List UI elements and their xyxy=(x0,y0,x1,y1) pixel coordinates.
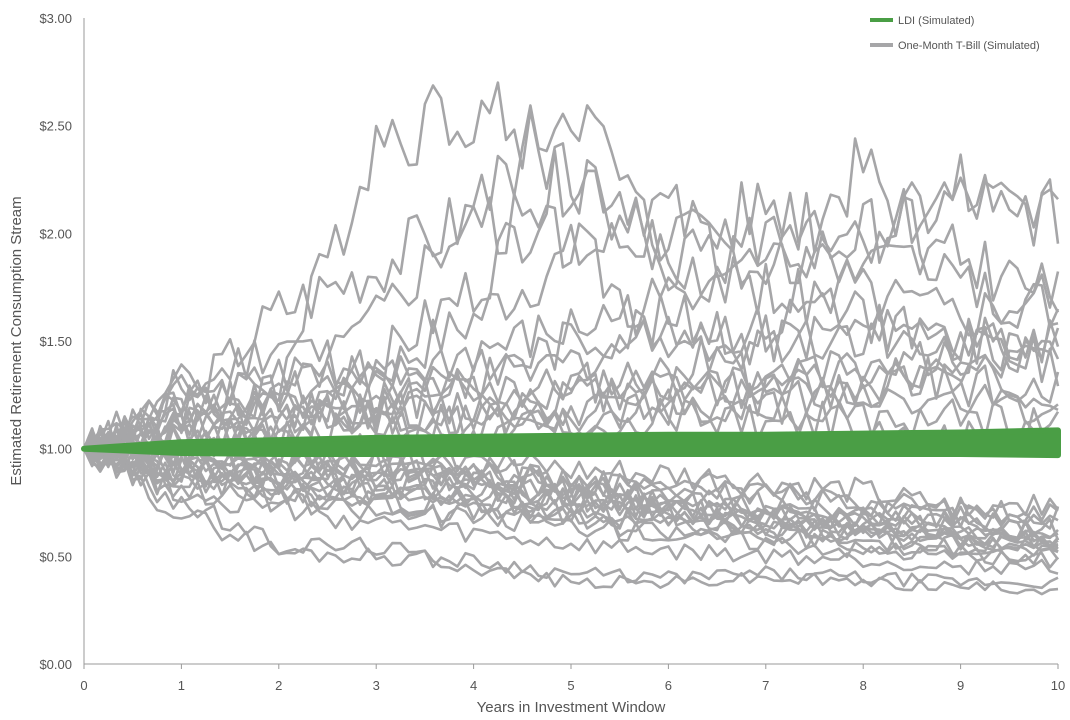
tbill-series-group xyxy=(82,81,1060,596)
legend: LDI (Simulated) One-Month T-Bill (Simula… xyxy=(870,15,1040,52)
y-tick-label: $0.00 xyxy=(39,657,72,672)
x-tick-labels: 0 1 2 3 4 5 6 7 8 9 10 xyxy=(80,664,1065,693)
y-tick-label: $1.50 xyxy=(39,334,72,349)
legend-label-ldi: LDI (Simulated) xyxy=(898,15,974,27)
x-tick-label: 0 xyxy=(80,678,87,693)
tbill-series-line xyxy=(83,192,1060,457)
tbill-series-line xyxy=(82,432,1059,550)
tbill-series-line xyxy=(82,309,1060,452)
x-tick-label: 5 xyxy=(567,678,574,693)
x-tick-label: 10 xyxy=(1051,678,1065,693)
tbill-series-line xyxy=(83,433,1060,529)
tbill-series-line xyxy=(83,441,1059,540)
tbill-series-line xyxy=(83,439,1059,554)
legend-label-tbill: One-Month T-Bill (Simulated) xyxy=(898,40,1040,52)
y-axis-title: Estimated Retirement Consumption Stream xyxy=(8,196,25,485)
tbill-series-line xyxy=(83,137,1060,457)
x-tick-label: 2 xyxy=(275,678,282,693)
tbill-series-line xyxy=(82,447,1059,576)
x-axis-title: Years in Investment Window xyxy=(477,699,666,716)
ldi-band xyxy=(81,427,1061,459)
y-tick-labels: $0.00 $0.50 $1.00 $1.50 $2.00 $2.50 $3.00 xyxy=(39,11,72,672)
x-tick-label: 8 xyxy=(860,678,867,693)
tbill-series-line xyxy=(82,104,1059,457)
tbill-series-line xyxy=(83,445,1060,530)
y-tick-label: $2.50 xyxy=(39,119,72,134)
x-tick-label: 6 xyxy=(665,678,672,693)
x-tick-label: 3 xyxy=(373,678,380,693)
x-tick-label: 9 xyxy=(957,678,964,693)
y-tick-label: $2.00 xyxy=(39,226,72,241)
y-tick-label: $3.00 xyxy=(39,11,72,26)
y-tick-label: $0.50 xyxy=(39,549,72,564)
ldi-series-group xyxy=(81,427,1061,459)
x-tick-label: 7 xyxy=(762,678,769,693)
tbill-series-line xyxy=(83,447,1060,569)
tbill-series-line xyxy=(83,352,1059,462)
tbill-series-line xyxy=(82,437,1059,590)
y-tick-label: $1.00 xyxy=(39,442,72,457)
x-tick-label: 1 xyxy=(178,678,185,693)
x-tick-label: 4 xyxy=(470,678,477,693)
